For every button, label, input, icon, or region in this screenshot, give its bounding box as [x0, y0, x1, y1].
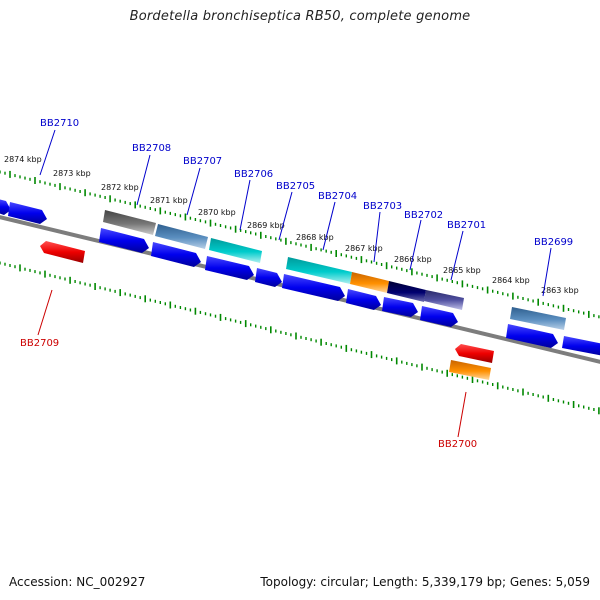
gene-blue[interactable] [382, 297, 418, 317]
gene-blue[interactable] [255, 268, 282, 287]
ruler-label: 2871 kbp [150, 196, 188, 205]
gene-blue[interactable] [205, 256, 254, 280]
gene-blue[interactable] [8, 202, 47, 224]
outer-ruler-ticks [0, 170, 600, 319]
gene-label-bb2709[interactable]: BB2709 [20, 338, 59, 349]
gene-label-bb2704[interactable]: BB2704 [318, 191, 357, 202]
genome-summary-text: Topology: circular; Length: 5,339,179 bp… [260, 575, 590, 589]
gene-bb2708[interactable] [103, 210, 156, 235]
ruler-labels: 2874 kbp 2873 kbp 2872 kbp 2871 kbp 2870… [4, 155, 579, 295]
gene-bb2707[interactable] [155, 224, 208, 249]
gene-bb2700-red[interactable] [455, 344, 494, 363]
gene-labels: BB2710 BB2708 BB2707 BB2706 BB2705 BB270… [20, 118, 573, 450]
ruler-label: 2863 kbp [541, 286, 579, 295]
gene-bb2703[interactable] [350, 272, 389, 293]
gene-label-bb2710[interactable]: BB2710 [40, 118, 79, 129]
ruler-label: 2866 kbp [394, 255, 432, 264]
gene-bb2701[interactable] [424, 290, 464, 310]
ruler-label: 2870 kbp [198, 208, 236, 217]
ruler-label: 2865 kbp [443, 266, 481, 275]
leader-bb2705 [278, 191, 293, 241]
gene-bb2702[interactable] [387, 281, 426, 302]
gene-bb2700[interactable] [449, 360, 491, 380]
gene-blue[interactable] [420, 306, 458, 327]
gene-blue[interactable] [346, 289, 381, 310]
ruler-label: 2867 kbp [345, 244, 383, 253]
gene-label-bb2699[interactable]: BB2699 [534, 237, 573, 248]
gene-blue[interactable] [282, 274, 345, 301]
gene-bb2709[interactable] [40, 241, 85, 263]
gene-label-bb2705[interactable]: BB2705 [276, 181, 315, 192]
leader-bb2707 [186, 167, 201, 216]
gene-bb2704[interactable] [286, 257, 352, 284]
gene-label-bb2702[interactable]: BB2702 [404, 210, 443, 221]
leader-bb2699 [542, 247, 552, 297]
label-leaders [37, 129, 552, 438]
gene-label-bb2700[interactable]: BB2700 [438, 439, 477, 450]
leader-bb2702 [409, 219, 422, 271]
ruler-label: 2869 kbp [247, 221, 285, 230]
leader-bb2709 [37, 289, 53, 336]
gene-bb2706[interactable] [209, 238, 262, 263]
gene-label-bb2708[interactable]: BB2708 [132, 143, 171, 154]
leader-bb2708 [136, 154, 151, 206]
leader-bb2706 [239, 179, 251, 231]
gene-blue[interactable] [0, 199, 11, 215]
inner-ruler-ticks [0, 261, 600, 415]
gene-blue[interactable] [99, 228, 149, 253]
ruler-label: 2874 kbp [4, 155, 42, 164]
leader-bb2703 [373, 211, 381, 263]
leader-bb2710 [39, 129, 56, 176]
gene-label-bb2707[interactable]: BB2707 [183, 156, 222, 167]
ruler-label: 2872 kbp [101, 183, 139, 192]
gene-label-bb2703[interactable]: BB2703 [363, 201, 402, 212]
accession-text: Accession: NC_002927 [9, 575, 146, 589]
gene-blue[interactable] [562, 336, 600, 356]
gene-features [0, 199, 600, 380]
ruler-label: 2868 kbp [296, 233, 334, 242]
gene-bb2699[interactable] [510, 307, 566, 330]
gene-label-bb2706[interactable]: BB2706 [234, 169, 273, 180]
map-title: Bordetella bronchiseptica RB50, complete… [129, 9, 471, 24]
leader-bb2704 [322, 201, 336, 251]
ruler-label: 2864 kbp [492, 276, 530, 285]
leader-bb2700 [457, 391, 467, 438]
gene-label-bb2701[interactable]: BB2701 [447, 220, 486, 231]
leader-bb2701 [450, 230, 464, 281]
ruler-label: 2873 kbp [53, 169, 91, 178]
gene-blue[interactable] [151, 242, 201, 267]
gene-blue[interactable] [506, 324, 558, 348]
